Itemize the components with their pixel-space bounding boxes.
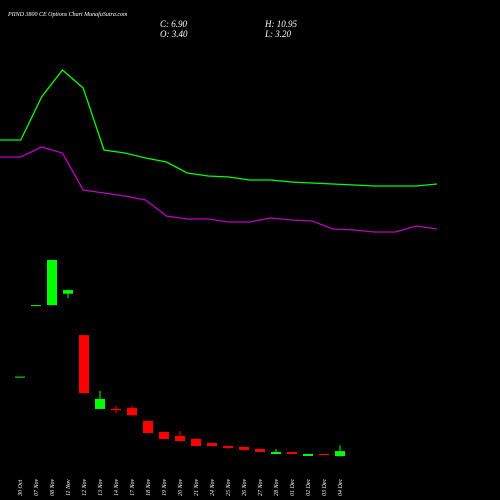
candle-body xyxy=(319,453,329,455)
candle-body xyxy=(335,451,345,457)
x-tick-label: 26 Nov xyxy=(242,478,248,496)
ohlc-label: C: 6.90 xyxy=(160,19,188,29)
ohlc-label: H: 10.95 xyxy=(264,19,297,29)
x-tick-label: 04 Dec xyxy=(337,479,344,496)
x-tick-label: 25 Nov xyxy=(226,478,232,496)
ohlc-label: L: 3.20 xyxy=(264,29,292,39)
x-tick-label: 01 Dec xyxy=(290,479,296,496)
x-tick-label: 28 Nov xyxy=(274,478,280,496)
x-tick-label: 24 Nov xyxy=(209,478,216,496)
x-tick-label: 20 Nov xyxy=(178,478,184,496)
x-tick-label: 19 Nov xyxy=(162,478,168,496)
candle-body xyxy=(159,431,169,439)
candle-body xyxy=(47,259,57,306)
candle-body xyxy=(191,438,201,446)
candle-body xyxy=(207,442,217,446)
x-tick-label: 21 Nov xyxy=(194,478,200,496)
candle-body xyxy=(223,445,233,448)
chart-title: PIIND 3800 CE Options Chart MunafaSutra.… xyxy=(7,11,128,18)
x-tick-label: 14 Nov xyxy=(113,478,120,496)
candle-body xyxy=(111,408,121,411)
candle-body xyxy=(127,408,137,416)
candle-body xyxy=(271,451,281,454)
candle-body xyxy=(255,448,265,452)
candle-body xyxy=(239,446,249,450)
x-tick-label: 11 Nov xyxy=(66,479,72,496)
x-tick-label: 30 Oct xyxy=(18,480,24,497)
line xyxy=(0,146,438,233)
candle-body xyxy=(31,305,41,307)
candle-body xyxy=(303,453,313,456)
x-tick-label: 17 Nov xyxy=(130,478,136,496)
x-tick-label: 27 Nov xyxy=(258,478,264,496)
x-tick-label: 03 Dec xyxy=(322,479,328,496)
candle-body xyxy=(63,290,73,294)
candle-body xyxy=(95,398,105,409)
candle-body xyxy=(15,376,25,378)
candle-body xyxy=(287,451,297,454)
candle-body xyxy=(79,335,89,394)
candle-body xyxy=(175,435,185,441)
x-tick-label: 07 Nov xyxy=(34,478,40,496)
x-tick-label: 12 Nov xyxy=(82,478,88,496)
candle-body xyxy=(143,420,153,433)
line xyxy=(0,69,438,187)
x-tick-label: 08 Nov xyxy=(50,478,56,496)
x-tick-label: 02 Dec xyxy=(306,479,312,496)
x-tick-label: 18 Nov xyxy=(146,478,152,496)
x-tick-label: 13 Nov xyxy=(98,478,104,496)
ohlc-label: O: 3.40 xyxy=(160,29,188,39)
